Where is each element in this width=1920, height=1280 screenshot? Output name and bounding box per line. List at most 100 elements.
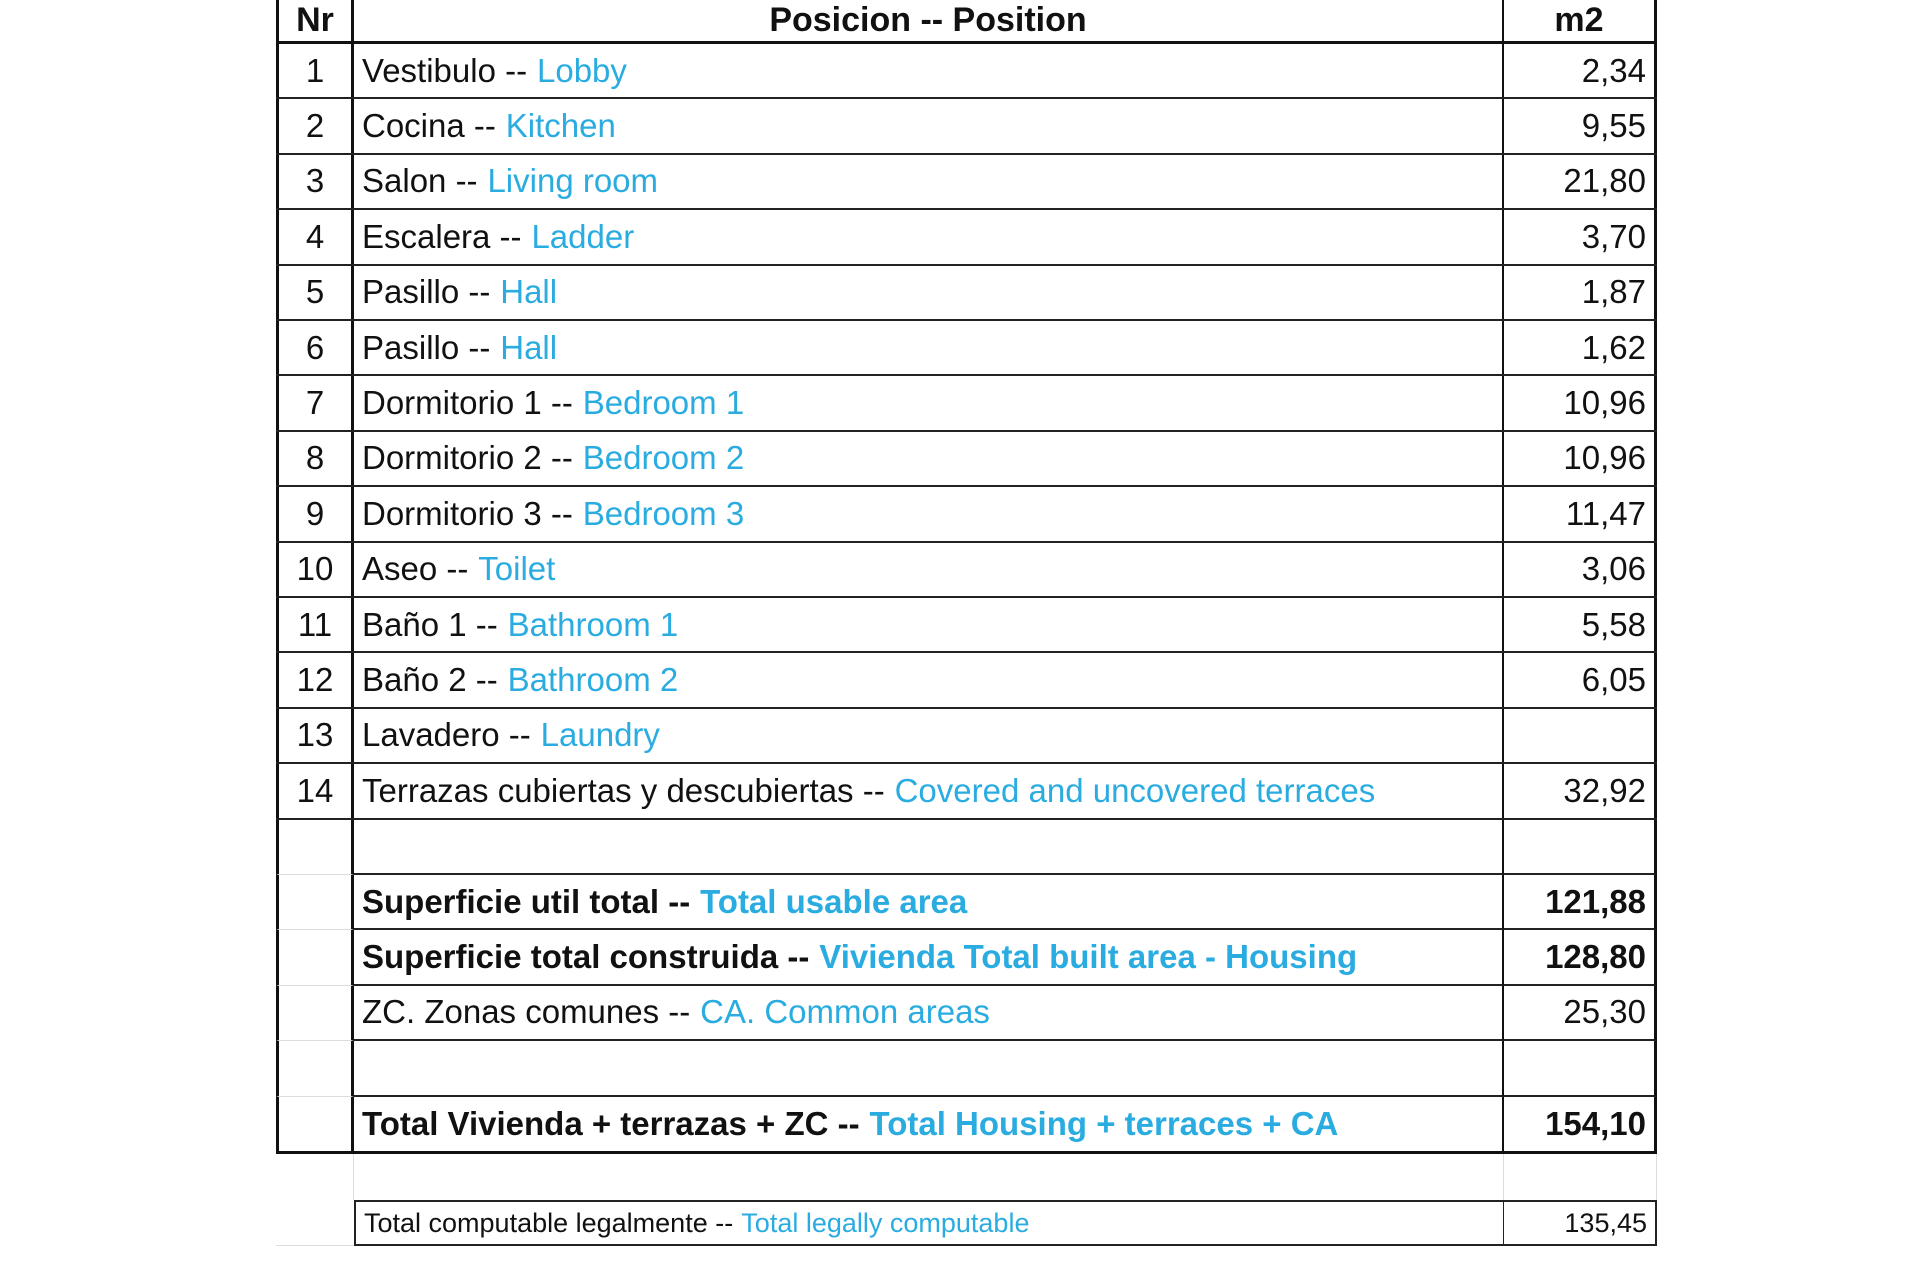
row-nr: [276, 1096, 354, 1154]
english-label: Hall: [500, 273, 558, 311]
row-position: Baño 2 -- Bathroom 2: [354, 653, 1504, 707]
spanish-label: Dormitorio 1 --: [362, 384, 573, 422]
table-row: 3 Salon -- Living room 21,80: [276, 154, 1657, 211]
spanish-label: Dormitorio 2 --: [362, 439, 573, 477]
row-m2: 9,55: [1504, 99, 1657, 153]
row-m2: [1504, 1041, 1657, 1097]
english-label: Bedroom 1: [582, 384, 745, 422]
row-position: Total Vivienda + terrazas + ZC -- Total H…: [354, 1096, 1504, 1154]
row-m2: [1504, 819, 1657, 875]
row-position: Pasillo -- Hall: [354, 321, 1504, 375]
row-nr: 10: [276, 542, 354, 596]
usable-area-row: Superficie util total -- Total usable are…: [276, 875, 1657, 931]
table-row: 8 Dormitorio 2 -- Bedroom 2 10,96: [276, 431, 1657, 488]
row-nr: 14: [276, 764, 354, 818]
spanish-label: Baño 2 --: [362, 661, 498, 699]
row-position: Total computable legalmente -- Total lega…: [354, 1200, 1504, 1246]
english-label: Vivienda Total built area - Housing: [819, 938, 1358, 976]
row-position: Dormitorio 3 -- Bedroom 3: [354, 487, 1504, 541]
row-m2: 32,92: [1504, 764, 1657, 818]
row-nr: [276, 1154, 354, 1200]
common-areas-row: ZC. Zonas comunes -- CA. Common areas 25,3…: [276, 985, 1657, 1042]
spanish-label: Baño 1 --: [362, 605, 498, 643]
english-label: Bedroom 2: [582, 439, 745, 477]
english-label: Living room: [487, 162, 659, 200]
spanish-label: Pasillo --: [362, 328, 491, 366]
row-position: ZC. Zonas comunes -- CA. Common areas: [354, 985, 1504, 1042]
row-nr: 11: [276, 598, 354, 652]
spanish-label: Vestibulo --: [362, 51, 528, 89]
row-m2: 5,58: [1504, 598, 1657, 652]
spacer-row: [276, 1154, 1657, 1200]
spanish-label: Pasillo --: [362, 273, 491, 311]
english-label: Ladder: [531, 217, 635, 255]
spanish-label: Superficie total construida --: [362, 938, 810, 976]
row-position: Dormitorio 2 -- Bedroom 2: [354, 431, 1504, 486]
row-m2: 11,47: [1504, 487, 1657, 541]
table-row: 1 Vestibulo -- Lobby 2,34: [276, 44, 1657, 100]
row-m2: 121,88: [1504, 875, 1657, 931]
english-label: Bathroom 2: [507, 661, 679, 699]
spanish-label: ZC. Zonas comunes --: [362, 993, 691, 1031]
table-row: 12 Baño 2 -- Bathroom 2 6,05: [276, 653, 1657, 709]
english-label: Lobby: [536, 51, 627, 89]
row-nr: [276, 1041, 354, 1097]
spanish-label: Superficie util total --: [362, 882, 691, 920]
spanish-label: Aseo --: [362, 550, 469, 588]
row-position: Superficie util total -- Total usable are…: [354, 875, 1504, 931]
row-nr: 5: [276, 265, 354, 319]
row-position: Aseo -- Toilet: [354, 542, 1504, 596]
row-nr: [276, 985, 354, 1042]
table-header: Nr Posicion -- Position m2: [276, 0, 1657, 44]
english-label: Toilet: [478, 550, 556, 588]
row-nr: [276, 1200, 354, 1246]
row-m2: 1,87: [1504, 265, 1657, 319]
row-position: Baño 1 -- Bathroom 1: [354, 598, 1504, 652]
row-m2: 10,96: [1504, 431, 1657, 486]
row-nr: 7: [276, 376, 354, 430]
spanish-label: Dormitorio 3 --: [362, 494, 573, 532]
row-m2: [1504, 1154, 1657, 1200]
english-label: Total Housing + terraces + CA: [869, 1104, 1339, 1142]
row-position: Pasillo -- Hall: [354, 265, 1504, 319]
row-m2: 3,70: [1504, 210, 1657, 264]
row-nr: 9: [276, 487, 354, 541]
table-row: 11 Baño 1 -- Bathroom 1 5,58: [276, 598, 1657, 654]
row-position: Escalera -- Ladder: [354, 210, 1504, 264]
row-m2: 10,96: [1504, 376, 1657, 430]
table-row: 4 Escalera -- Ladder 3,70: [276, 210, 1657, 266]
row-nr: 1: [276, 44, 354, 98]
table-row: 13 Lavadero -- Laundry: [276, 708, 1657, 765]
blank-row: [276, 819, 1657, 875]
row-m2: 21,80: [1504, 154, 1657, 209]
english-label: Bathroom 1: [507, 605, 679, 643]
english-label: Kitchen: [505, 107, 616, 145]
header-position: Posicion -- Position: [354, 0, 1504, 41]
row-m2: 6,05: [1504, 653, 1657, 707]
built-area-row: Superficie total construida -- Vivienda T…: [276, 930, 1657, 986]
row-position: [354, 819, 1504, 875]
header-nr: Nr: [276, 0, 354, 41]
row-position: Cocina -- Kitchen: [354, 99, 1504, 153]
row-position: Superficie total construida -- Vivienda T…: [354, 930, 1504, 986]
english-label: Total legally computable: [741, 1207, 1030, 1238]
row-position: Vestibulo -- Lobby: [354, 44, 1504, 98]
row-nr: 12: [276, 653, 354, 707]
row-nr: 13: [276, 708, 354, 763]
spanish-label: Escalera --: [362, 217, 522, 255]
spanish-label: Total computable legalmente --: [364, 1207, 734, 1238]
table-row: 9 Dormitorio 3 -- Bedroom 3 11,47: [276, 487, 1657, 543]
row-m2: 128,80: [1504, 930, 1657, 986]
table-row: 2 Cocina -- Kitchen 9,55: [276, 99, 1657, 155]
table-row: 6 Pasillo -- Hall 1,62: [276, 321, 1657, 377]
row-nr: [276, 819, 354, 875]
spanish-label: Terrazas cubiertas y descubiertas --: [362, 771, 885, 809]
row-nr: [276, 930, 354, 986]
table-row: 7 Dormitorio 1 -- Bedroom 1 10,96: [276, 376, 1657, 432]
english-label: CA. Common areas: [700, 993, 990, 1031]
row-m2: [1504, 708, 1657, 763]
row-position: [354, 1154, 1504, 1200]
row-position: Terrazas cubiertas y descubiertas -- Cove…: [354, 764, 1504, 818]
spanish-label: Lavadero --: [362, 716, 531, 754]
row-m2: 135,45: [1504, 1200, 1657, 1246]
